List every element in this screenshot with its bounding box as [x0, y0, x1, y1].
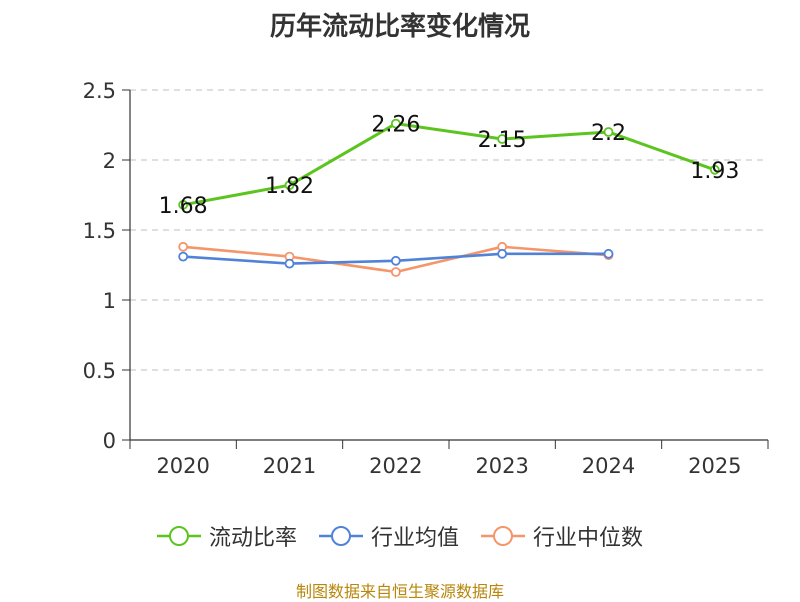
y-tick-label: 1: [103, 289, 116, 313]
y-tick-label: 0.5: [83, 359, 116, 383]
grid-lines: [130, 89, 768, 371]
y-tick-label: 2.5: [83, 79, 116, 103]
series-lines: [178, 118, 720, 277]
legend-label: 流动比率: [208, 526, 297, 551]
x-tick-label: 2020: [156, 454, 209, 478]
x-tick-label: 2022: [369, 454, 422, 478]
data-point: [497, 134, 508, 144]
x-tick-label: 2021: [263, 454, 316, 478]
y-tick-label: 1.5: [83, 219, 116, 243]
data-point: [284, 180, 295, 191]
data-point: [178, 241, 189, 252]
chart-title: 历年流动比率变化情况: [269, 12, 530, 42]
data-point: [709, 164, 720, 175]
x-tick-label: 2024: [582, 454, 635, 478]
legend-swatch-icon: [318, 526, 363, 546]
series-line: [181, 122, 717, 207]
data-point: [390, 255, 401, 266]
data-label: 2.2: [591, 121, 626, 146]
axes: 0 0.5 1 1.5 2 2.5 2020 2021 2022 2023 2024 2025: [83, 79, 769, 478]
data-point: [178, 199, 189, 210]
legend-swatch-icon: [156, 526, 201, 546]
legend-item-industry-median[interactable]: 行业中位数: [481, 520, 643, 552]
data-label: 1.82: [265, 174, 314, 199]
data-point: [603, 127, 614, 137]
legend-item-current-ratio[interactable]: 流动比率: [156, 520, 297, 552]
y-tick-label: 0: [103, 429, 116, 453]
legend-label: 行业中位数: [533, 526, 644, 551]
data-point: [284, 258, 295, 269]
y-tick-label: 2: [103, 149, 116, 173]
data-point: [390, 267, 401, 277]
legend-item-industry-mean[interactable]: 行业均值: [318, 520, 459, 552]
data-point: [497, 248, 508, 259]
data-point: [603, 248, 614, 259]
x-tick-label: 2025: [688, 454, 741, 478]
legend-swatch-icon: [481, 526, 525, 546]
data-label: 1.68: [159, 194, 208, 219]
data-point: [178, 251, 189, 262]
legend: 流动比率 行业均值 行业中位数: [0, 520, 800, 552]
data-label: 1.93: [690, 159, 739, 184]
x-tick-label: 2023: [475, 454, 528, 478]
data-label: 2.15: [478, 128, 527, 153]
data-labels: 1.68 1.82 2.26 2.15 2.2 1.93: [159, 113, 740, 219]
legend-label: 行业均值: [370, 526, 459, 551]
data-point: [390, 118, 401, 129]
data-source-note: 制图数据来自恒生聚源数据库: [295, 582, 504, 601]
data-label: 2.26: [371, 113, 420, 138]
